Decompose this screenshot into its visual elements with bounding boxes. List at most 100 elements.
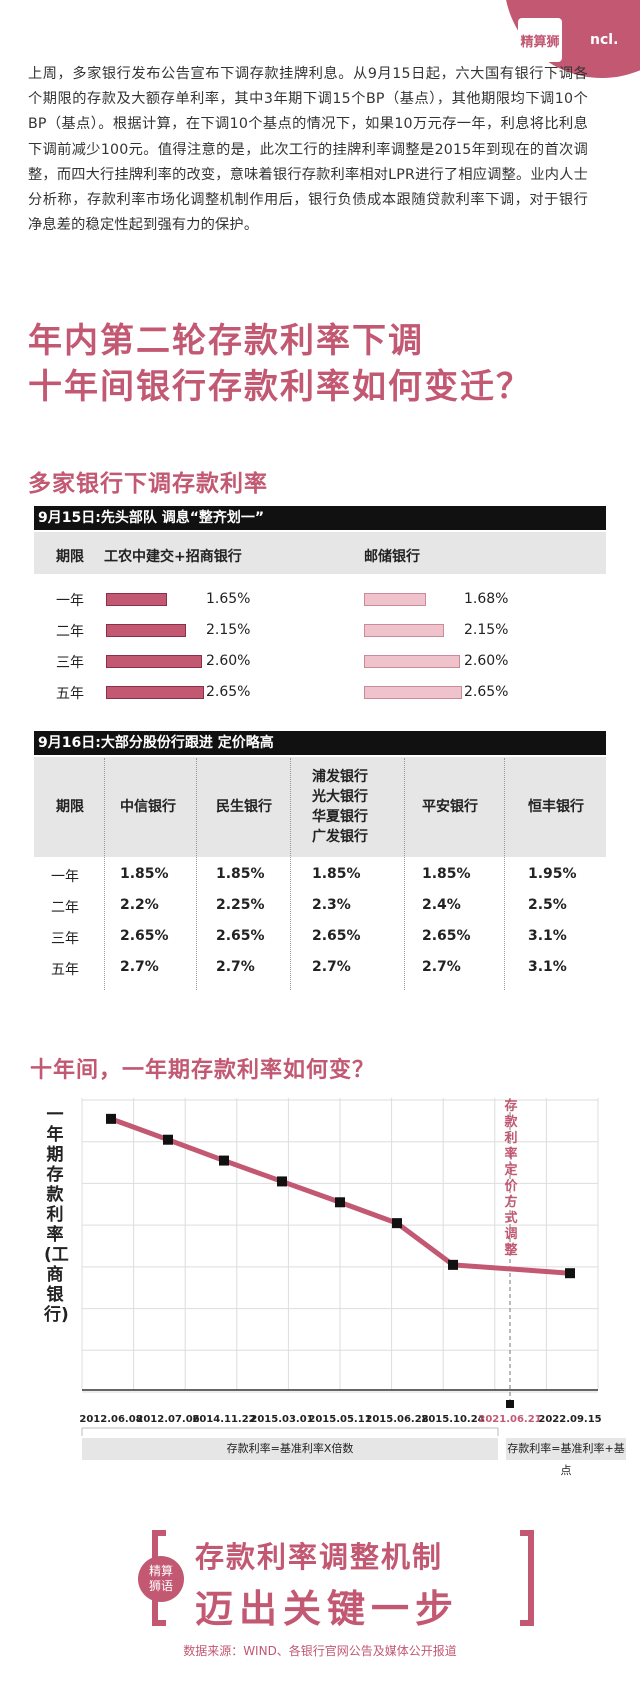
chart-x-tick-label: 2014.11.22 — [192, 1414, 255, 1425]
footer-banner: 精算 狮语 存款利率调整机制 迈出关键一步 数据来源：WIND、各银行官网公告及… — [0, 1520, 640, 1700]
table2-rate: 2.65% — [422, 928, 471, 944]
table1-period: 二年 — [56, 624, 84, 640]
chart-x-tick-label: 2015.10.24 — [421, 1414, 484, 1425]
chart-note-basis-points: 存款利率=基准利率+基点 — [506, 1438, 626, 1477]
table2-period: 二年 — [51, 900, 79, 916]
table1-header — [34, 532, 606, 574]
lion-logo-icon — [518, 18, 562, 62]
table2-rate: 2.4% — [422, 897, 461, 913]
table2-rate: 2.2% — [120, 897, 159, 913]
chart-data-point — [106, 1113, 116, 1124]
table1-bar-postal — [364, 593, 427, 606]
table1-title-bar: 9月15日:先头部队 调息“整齐划一” — [34, 506, 606, 530]
section-title-banks: 多家银行下调存款利率 — [28, 471, 268, 497]
table1-value-postal: 2.15% — [464, 622, 509, 638]
table2-rate: 2.65% — [312, 928, 361, 944]
table2-rate: 2.7% — [312, 959, 351, 975]
headline-line2: 十年间银行存款利率如何变迁？ — [28, 367, 532, 407]
chart-annotation-char: 款 — [504, 1114, 518, 1130]
table2-rate: 2.65% — [216, 928, 265, 944]
table2-rate: 2.3% — [312, 897, 351, 913]
table1-value-big-banks: 2.60% — [206, 653, 251, 669]
table1-col-big-banks: 工农中建交+招商银行 — [104, 549, 242, 565]
table1-value-postal: 2.65% — [464, 684, 509, 700]
table2-column-divider — [404, 758, 405, 990]
table2-column-divider — [104, 758, 105, 990]
table2-rate: 1.85% — [422, 866, 471, 882]
table2-header-cell: 平安银行 — [422, 799, 478, 815]
chart-annotation-char: 整 — [503, 1242, 518, 1258]
table1-bar-big-banks — [106, 655, 203, 668]
chart-series-line — [110, 1116, 571, 1276]
chart-annotation-char: 方 — [504, 1194, 517, 1210]
table1-bar-big-banks — [106, 686, 204, 699]
chart-annotation-char: 率 — [504, 1146, 517, 1162]
chart-annotation-char: 存 — [504, 1098, 517, 1114]
chart-data-point — [448, 1259, 458, 1270]
table2-column-divider — [196, 758, 197, 990]
chart-annotation-char: 定 — [503, 1162, 517, 1178]
table2-header-cell: 恒丰银行 — [528, 799, 584, 815]
chart-note-multiplier: 存款利率=基准利率X倍数 — [82, 1438, 498, 1460]
chart-data-point — [335, 1197, 345, 1208]
table2-rate: 2.65% — [120, 928, 169, 944]
table2-header-cell: 期限 — [56, 799, 84, 815]
table2-rate: 2.7% — [216, 959, 255, 975]
data-source: 数据来源：WIND、各银行官网公告及媒体公开报道 — [183, 1644, 457, 1658]
chart-highlight-marker — [506, 1400, 514, 1408]
chart-x-tick-label: 2012.06.08 — [79, 1414, 142, 1425]
chart-data-point — [219, 1155, 229, 1166]
table2-header — [34, 757, 606, 857]
banner-line2: 迈出关键一步 — [195, 1587, 460, 1631]
table1-bar-postal — [364, 624, 444, 637]
chart-annotation-char: 利 — [504, 1130, 517, 1146]
chart-annotation-char: 式 — [504, 1210, 517, 1226]
chart-x-tick-label: 2015.03.01 — [250, 1414, 313, 1425]
table2-column-divider — [290, 758, 291, 990]
chart-y-axis-label: 一年期存款利率(工商银行) — [44, 1105, 69, 1325]
table2-rate: 3.1% — [528, 959, 567, 975]
table1-bar-postal — [364, 655, 461, 668]
table2-period: 五年 — [51, 962, 79, 978]
chart-x-tick-label: 2021.06.21 — [478, 1414, 541, 1425]
chart-annotation-char: 调 — [504, 1227, 517, 1242]
right-bracket-icon — [520, 1530, 534, 1626]
table2-rate: 1.95% — [528, 866, 577, 882]
table2-period: 三年 — [51, 931, 79, 947]
chart-x-tick-label: 2015.05.11 — [308, 1414, 371, 1425]
table2-rate: 2.25% — [216, 897, 265, 913]
intro-paragraph: 上周，多家银行发布公告宣布下调存款挂牌利息。从9月15日起，六大国有银行下调各个… — [28, 66, 588, 234]
chart-x-tick-label: 2022.09.15 — [538, 1414, 601, 1425]
headline-line1: 年内第二轮存款利率下调 — [28, 321, 424, 361]
chart-x-tick-label: 2015.06.28 — [365, 1414, 428, 1425]
table1-bar-postal — [364, 686, 462, 699]
table2-rate: 2.7% — [422, 959, 461, 975]
table2-rate: 1.85% — [312, 866, 361, 882]
table1-value-big-banks: 1.65% — [206, 591, 251, 607]
table1-value-big-banks: 2.65% — [206, 684, 251, 700]
table2-column-divider — [504, 758, 505, 990]
chart-annotation-char: 价 — [504, 1179, 518, 1194]
table2-period: 一年 — [51, 869, 79, 885]
chart-data-point — [163, 1134, 173, 1145]
chart-title: 十年间，一年期存款利率如何变？ — [30, 1058, 376, 1083]
table1-period: 五年 — [56, 686, 84, 702]
table1-value-postal: 2.60% — [464, 653, 509, 669]
chart-data-point — [277, 1176, 287, 1187]
media-logo-icon: ncl. — [590, 32, 618, 48]
table2-header-cell: 中信银行 — [120, 799, 176, 815]
brand-badge: 精算 狮语 — [138, 1556, 184, 1602]
banner-line1: 存款利率调整机制 — [195, 1540, 444, 1574]
table2-rate: 1.85% — [216, 866, 265, 882]
table2-header-cell: 民生银行 — [216, 799, 272, 815]
corner-logo-area: 精算狮 ncl. — [506, 0, 640, 78]
table2-rate: 2.5% — [528, 897, 567, 913]
table1-value-big-banks: 2.15% — [206, 622, 251, 638]
chart-data-point — [565, 1268, 575, 1279]
table1-bar-big-banks — [106, 624, 186, 637]
table2-title-bar: 9月16日:大部分股份行跟进 定价略高 — [34, 731, 606, 755]
table2-header-cell: 浦发银行 光大银行 华夏银行 广发银行 — [312, 769, 368, 845]
table1-col-period: 期限 — [56, 549, 84, 565]
table1-value-postal: 1.68% — [464, 591, 509, 607]
